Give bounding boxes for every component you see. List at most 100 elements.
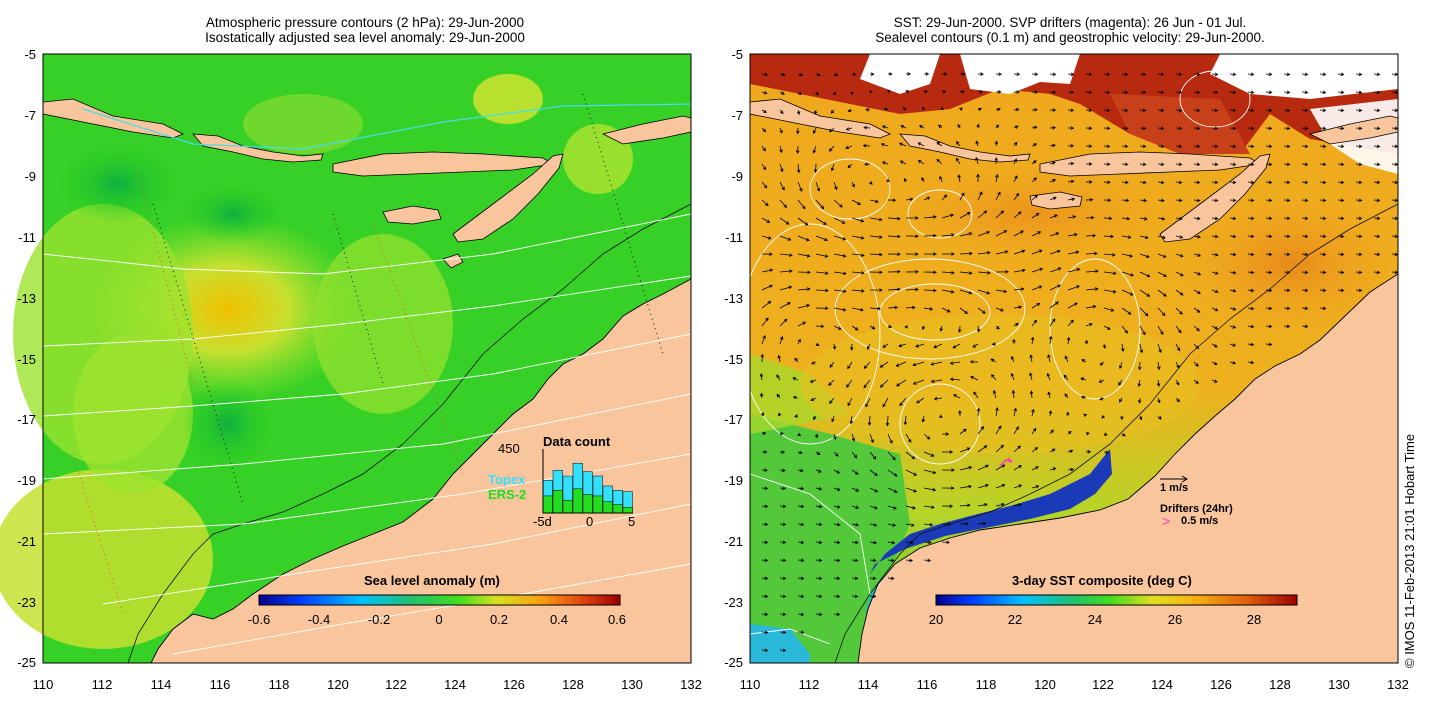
velocity-arrow — [1121, 235, 1132, 239]
velocity-arrow — [1319, 234, 1327, 239]
velocity-arrow — [797, 235, 810, 242]
sea-level-contour — [1049, 258, 1141, 400]
velocity-arrow — [886, 89, 891, 94]
velocity-arrow — [761, 450, 768, 454]
velocity-arrow — [1121, 90, 1129, 95]
velocity-arrow — [1211, 271, 1219, 275]
velocity-arrow — [869, 433, 874, 444]
velocity-arrow — [863, 125, 871, 130]
velocity-arrow — [1355, 270, 1363, 275]
colorbar-tick: -0.4 — [307, 612, 331, 627]
velocity-arrow — [1283, 252, 1291, 257]
velocity-arrow — [1013, 72, 1021, 76]
sea-level-contour — [834, 258, 1026, 360]
island-java — [749, 98, 891, 139]
velocity-arrow — [1121, 325, 1128, 334]
right-title-line1: SST: 29-Jun-2000. SVP drifters (magenta)… — [893, 15, 1247, 30]
anomaly-region — [313, 234, 453, 414]
velocity-arrow — [1265, 306, 1273, 311]
left-title-line2: Isostatically adjusted sea level anomaly… — [205, 30, 525, 45]
velocity-arrow — [779, 540, 787, 545]
velocity-arrow — [851, 487, 860, 492]
velocity-arrow — [1067, 267, 1081, 273]
velocity-arrow — [1301, 306, 1309, 311]
velocity-arrow — [851, 505, 860, 509]
velocity-arrow — [888, 72, 893, 76]
velocity-arrow — [849, 415, 854, 425]
velocity-arrow — [941, 194, 948, 201]
velocity-arrow — [809, 379, 817, 383]
x-tick: 112 — [798, 677, 820, 692]
velocity-arrow — [810, 397, 817, 401]
velocity-arrow — [1265, 252, 1273, 257]
velocity-arrow — [1301, 144, 1309, 149]
velocity-arrow — [795, 145, 800, 154]
velocity-arrow — [941, 540, 951, 545]
velocity-arrow — [1049, 301, 1059, 309]
velocity-arrow — [1049, 448, 1056, 453]
velocity-arrow — [794, 357, 799, 363]
velocity-arrow — [1121, 271, 1135, 277]
velocity-arrow — [1085, 180, 1093, 184]
colorbar-tick: 0 — [435, 612, 443, 627]
velocity-arrow — [779, 285, 793, 291]
velocity-arrow — [1355, 180, 1363, 185]
ers2-count-bar — [582, 494, 593, 514]
velocity-arrow — [975, 156, 979, 165]
velocity-arrow — [865, 397, 871, 408]
velocity-arrow — [1138, 415, 1143, 421]
velocity-arrow — [959, 289, 973, 295]
velocity-arrow — [1301, 198, 1309, 203]
velocity-arrow — [1013, 407, 1017, 417]
x-tick: 120 — [327, 677, 349, 692]
colorbar-tick: 24 — [1087, 612, 1103, 627]
colorbar-tick: 20 — [928, 612, 944, 627]
y-tick: -5 — [731, 47, 743, 62]
velocity-arrow — [882, 397, 889, 408]
velocity-arrow — [1139, 108, 1147, 113]
ers2-count-bar — [592, 495, 603, 514]
velocity-arrow — [990, 358, 997, 363]
velocity-arrow — [761, 91, 768, 95]
velocity-arrow — [1031, 177, 1037, 183]
x-tick: 126 — [503, 677, 525, 692]
left-colorbar-label: Sea level anomaly (m) — [364, 573, 500, 588]
velocity-arrow — [832, 343, 837, 350]
velocity-arrow — [905, 523, 915, 527]
velocity-arrow — [1031, 231, 1042, 237]
velocity-arrow — [995, 173, 999, 183]
velocity-arrow — [933, 343, 943, 349]
velocity-arrow — [1013, 230, 1024, 237]
velocity-arrow — [1013, 305, 1023, 309]
velocity-arrow — [1049, 161, 1056, 165]
velocity-arrow — [1157, 397, 1161, 404]
velocity-arrow — [941, 522, 952, 527]
velocity-arrow — [1211, 72, 1219, 77]
velocity-arrow — [851, 253, 865, 257]
velocity-arrow — [1121, 433, 1126, 437]
velocity-arrow — [1085, 90, 1093, 95]
x-tick: 130 — [621, 677, 643, 692]
velocity-arrow — [797, 504, 805, 509]
velocity-arrow — [923, 215, 937, 219]
colorbar-tick: 0.4 — [549, 612, 569, 627]
velocity-arrow — [833, 451, 839, 457]
velocity-arrow — [1121, 216, 1131, 221]
ers2-count-bar — [572, 488, 583, 514]
velocity-arrow — [1229, 270, 1237, 275]
velocity-arrow — [830, 163, 835, 172]
velocity-arrow — [1229, 289, 1237, 293]
velocity-arrow — [1139, 198, 1148, 203]
velocity-arrow — [813, 163, 818, 174]
velocity-arrow — [1247, 198, 1255, 203]
velocity-arrow — [1031, 466, 1040, 471]
velocity-arrow — [1193, 253, 1202, 257]
velocity-arrow — [1013, 426, 1019, 435]
velocity-arrow — [1049, 196, 1057, 201]
velocity-arrow — [1010, 372, 1015, 381]
velocity-arrow — [797, 199, 806, 210]
velocity-arrow — [1175, 253, 1184, 258]
right-colorbar-label: 3-day SST composite (deg C) — [1012, 573, 1192, 588]
velocity-arrow — [883, 107, 889, 112]
velocity-arrow — [1283, 324, 1291, 329]
